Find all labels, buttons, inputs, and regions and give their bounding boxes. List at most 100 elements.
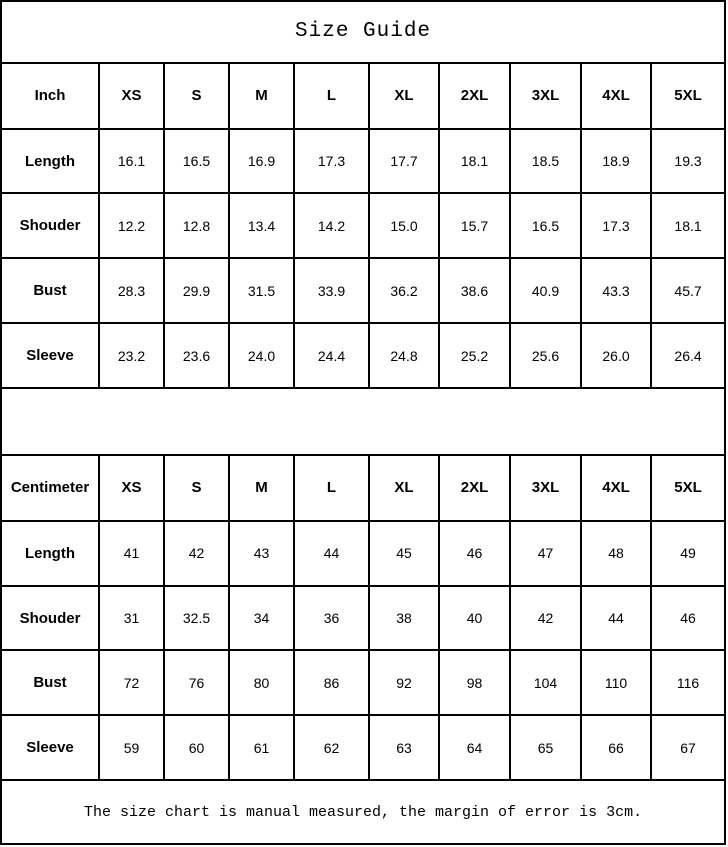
size-value-cell: 66 [580, 714, 652, 782]
size-value-cell: 67 [649, 714, 727, 782]
footer-note: The size chart is manual measured, the m… [0, 779, 727, 845]
column-header-m: M [228, 61, 295, 130]
size-value-cell: 86 [293, 649, 370, 717]
column-header-4xl: 4XL [580, 453, 652, 522]
size-value-cell: 38 [368, 584, 440, 652]
size-value-cell: 48 [580, 519, 652, 587]
size-value-cell: 32.5 [163, 584, 230, 652]
table-row-cm-sleeve: Sleeve 59 60 61 62 63 64 65 66 67 [0, 714, 727, 782]
size-value-cell: 47 [509, 519, 582, 587]
row-label: Shouder [0, 192, 100, 260]
size-value-cell: 40.9 [509, 257, 582, 325]
size-value-cell: 46 [649, 584, 727, 652]
size-value-cell: 45.7 [649, 257, 727, 325]
column-header-2xl: 2XL [438, 453, 511, 522]
column-header-4xl: 4XL [580, 61, 652, 130]
size-value-cell: 17.3 [293, 127, 370, 195]
size-value-cell: 25.2 [438, 322, 511, 389]
size-value-cell: 33.9 [293, 257, 370, 325]
size-value-cell: 61 [228, 714, 295, 782]
column-header-2xl: 2XL [438, 61, 511, 130]
footer-row: The size chart is manual measured, the m… [0, 779, 727, 845]
column-header-xs: XS [98, 61, 165, 130]
size-value-cell: 15.7 [438, 192, 511, 260]
size-value-cell: 43 [228, 519, 295, 587]
size-value-cell: 65 [509, 714, 582, 782]
size-value-cell: 36.2 [368, 257, 440, 325]
size-value-cell: 16.9 [228, 127, 295, 195]
size-value-cell: 41 [98, 519, 165, 587]
size-value-cell: 12.8 [163, 192, 230, 260]
size-value-cell: 36 [293, 584, 370, 652]
size-value-cell: 26.4 [649, 322, 727, 389]
size-value-cell: 29.9 [163, 257, 230, 325]
size-value-cell: 42 [163, 519, 230, 587]
table-row-cm-length: Length 41 42 43 44 45 46 47 48 49 [0, 519, 727, 587]
column-header-3xl: 3XL [509, 61, 582, 130]
size-value-cell: 18.5 [509, 127, 582, 195]
column-header-5xl: 5XL [649, 453, 727, 522]
size-value-cell: 49 [649, 519, 727, 587]
column-header-xl: XL [368, 453, 440, 522]
size-value-cell: 17.7 [368, 127, 440, 195]
column-header-l: L [293, 453, 370, 522]
size-value-cell: 46 [438, 519, 511, 587]
row-label: Bust [0, 649, 100, 717]
size-value-cell: 40 [438, 584, 511, 652]
size-value-cell: 92 [368, 649, 440, 717]
size-value-cell: 44 [293, 519, 370, 587]
size-value-cell: 18.1 [649, 192, 727, 260]
size-value-cell: 110 [580, 649, 652, 717]
size-value-cell: 23.6 [163, 322, 230, 389]
column-header-3xl: 3XL [509, 453, 582, 522]
column-header-5xl: 5XL [649, 61, 727, 130]
size-value-cell: 63 [368, 714, 440, 782]
table-row-inch-length: Length 16.1 16.5 16.9 17.3 17.7 18.1 18.… [0, 127, 727, 195]
size-value-cell: 15.0 [368, 192, 440, 260]
size-value-cell: 18.9 [580, 127, 652, 195]
size-value-cell: 16.5 [163, 127, 230, 195]
size-value-cell: 34 [228, 584, 295, 652]
size-value-cell: 24.8 [368, 322, 440, 389]
spacer-row [0, 387, 727, 456]
column-header-xs: XS [98, 453, 165, 522]
table-row-inch-sleeve: Sleeve 23.2 23.6 24.0 24.4 24.8 25.2 25.… [0, 322, 727, 389]
column-header-xl: XL [368, 61, 440, 130]
size-value-cell: 42 [509, 584, 582, 652]
centimeter-unit-label: Centimeter [0, 453, 100, 522]
size-value-cell: 59 [98, 714, 165, 782]
table-row-cm-bust: Bust 72 76 80 86 92 98 104 110 116 [0, 649, 727, 717]
title-row: Size Guide [0, 0, 727, 64]
size-value-cell: 31.5 [228, 257, 295, 325]
size-value-cell: 25.6 [509, 322, 582, 389]
size-value-cell: 76 [163, 649, 230, 717]
size-value-cell: 80 [228, 649, 295, 717]
size-value-cell: 14.2 [293, 192, 370, 260]
size-value-cell: 98 [438, 649, 511, 717]
row-label: Sleeve [0, 714, 100, 782]
size-value-cell: 62 [293, 714, 370, 782]
size-value-cell: 28.3 [98, 257, 165, 325]
size-value-cell: 16.1 [98, 127, 165, 195]
size-value-cell: 24.4 [293, 322, 370, 389]
column-header-s: S [163, 61, 230, 130]
size-value-cell: 116 [649, 649, 727, 717]
size-value-cell: 45 [368, 519, 440, 587]
column-header-m: M [228, 453, 295, 522]
size-value-cell: 104 [509, 649, 582, 717]
spacer-cell [0, 387, 727, 456]
page-title: Size Guide [0, 0, 727, 64]
centimeter-header-row: Centimeter XS S M L XL 2XL 3XL 4XL 5XL [0, 453, 727, 522]
size-value-cell: 18.1 [438, 127, 511, 195]
table-row-inch-bust: Bust 28.3 29.9 31.5 33.9 36.2 38.6 40.9 … [0, 257, 727, 325]
size-value-cell: 64 [438, 714, 511, 782]
column-header-l: L [293, 61, 370, 130]
size-value-cell: 44 [580, 584, 652, 652]
size-value-cell: 38.6 [438, 257, 511, 325]
size-value-cell: 60 [163, 714, 230, 782]
size-value-cell: 16.5 [509, 192, 582, 260]
row-label: Bust [0, 257, 100, 325]
inch-header-row: Inch XS S M L XL 2XL 3XL 4XL 5XL [0, 61, 727, 130]
